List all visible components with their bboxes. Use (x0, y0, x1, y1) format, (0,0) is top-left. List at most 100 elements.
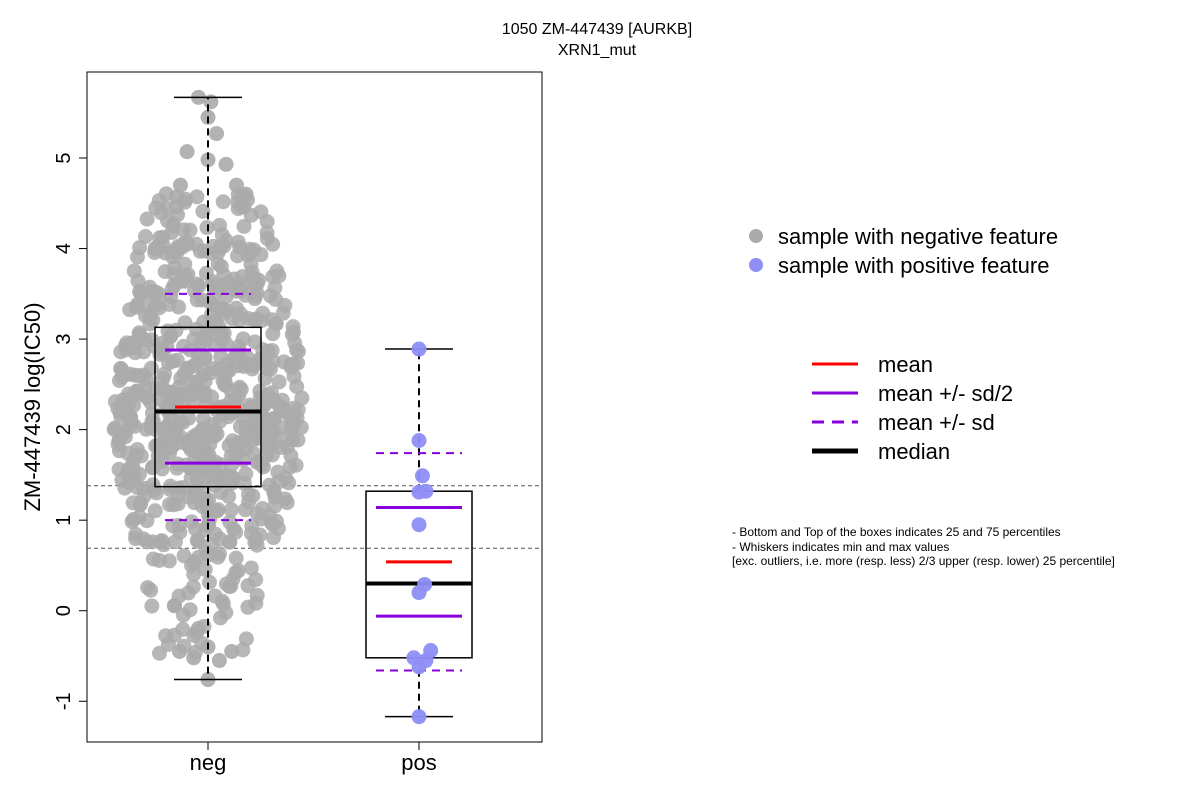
data-point-neg (283, 356, 299, 372)
data-point-neg (212, 239, 228, 255)
data-point-neg (222, 534, 238, 550)
data-point-neg (161, 553, 177, 569)
data-point-neg (246, 445, 262, 461)
data-point-neg (174, 480, 190, 496)
data-point-neg (177, 315, 193, 331)
legend-point-marker (749, 229, 763, 243)
data-point-neg (181, 410, 197, 426)
data-point-neg (186, 650, 202, 666)
data-point-neg (166, 598, 182, 614)
data-point-neg (179, 144, 195, 160)
data-point-pos (423, 643, 439, 659)
data-point-neg (156, 537, 172, 553)
data-point-neg (186, 627, 202, 643)
data-point-neg (212, 413, 228, 429)
data-point-neg (222, 514, 238, 530)
data-point-neg (182, 222, 198, 238)
data-point-neg (240, 578, 256, 594)
y-axis-label: ZM-447439 log(IC50) (20, 302, 45, 511)
data-point-pos (411, 709, 427, 725)
data-point-neg (280, 439, 296, 455)
data-point-neg (264, 447, 280, 463)
data-point-neg (288, 457, 304, 473)
data-point-neg (114, 427, 130, 443)
chart-subtitle: XRN1_mut (558, 42, 637, 59)
data-point-neg (169, 189, 185, 205)
data-point-neg (153, 391, 169, 407)
data-point-neg (152, 347, 168, 363)
data-point-neg (186, 495, 202, 511)
data-point-pos (414, 468, 430, 484)
data-point-neg (140, 580, 156, 596)
data-point-neg (230, 358, 246, 374)
data-point-neg (150, 239, 166, 255)
data-point-neg (128, 526, 144, 542)
note-line: - Bottom and Top of the boxes indicates … (732, 525, 1061, 539)
data-point-neg (247, 334, 263, 350)
data-point-neg (186, 554, 202, 570)
data-point-neg (240, 310, 256, 326)
data-point-neg (166, 627, 182, 643)
data-point-neg (243, 525, 259, 541)
data-point-neg (207, 588, 223, 604)
data-point-neg (142, 306, 158, 322)
data-point-neg (153, 205, 169, 221)
data-point-neg (163, 440, 179, 456)
data-point-neg (182, 602, 198, 618)
legend-point-marker (749, 258, 763, 272)
data-point-neg (151, 645, 167, 661)
data-point-neg (235, 434, 251, 450)
data-point-neg (251, 411, 267, 427)
data-point-neg (131, 466, 147, 482)
x-tick-label: neg (190, 750, 227, 775)
data-point-neg (171, 299, 187, 315)
data-point-neg (271, 374, 287, 390)
data-point-neg (139, 534, 155, 550)
data-point-neg (235, 331, 251, 347)
data-point-neg (165, 518, 181, 534)
data-point-neg (275, 305, 291, 321)
data-point-neg (122, 366, 138, 382)
data-point-neg (264, 426, 280, 442)
note-line: - Whiskers indicates min and max values (732, 539, 950, 554)
data-point-neg (230, 201, 246, 217)
data-point-pos (411, 433, 427, 448)
legend-line-label: mean +/- sd (878, 410, 995, 435)
data-point-neg (243, 207, 259, 223)
data-point-neg (201, 574, 217, 590)
data-point-neg (289, 378, 305, 394)
data-point-neg (267, 489, 283, 505)
data-point-neg (247, 291, 263, 307)
data-point-neg (236, 218, 252, 234)
data-point-neg (116, 395, 132, 411)
data-point-neg (173, 370, 189, 386)
box-pos (365, 490, 473, 659)
data-point-neg (165, 249, 181, 265)
data-point-neg (255, 459, 271, 475)
data-point-neg (139, 211, 155, 227)
data-point-neg (145, 551, 161, 567)
data-point-neg (233, 283, 249, 299)
data-point-neg (172, 177, 188, 193)
data-point-pos (411, 585, 427, 601)
data-point-neg (167, 534, 183, 550)
data-point-neg (133, 495, 149, 511)
data-point-neg (230, 563, 246, 579)
data-point-pos (411, 341, 427, 357)
data-point-neg (224, 311, 240, 327)
data-point-neg (268, 291, 284, 307)
legend: sample with negative feature sample with … (749, 224, 1058, 464)
data-point-neg (228, 550, 244, 566)
data-point-neg (264, 312, 280, 328)
data-point-neg (189, 276, 205, 292)
data-point-neg (218, 156, 234, 172)
y-tick-label: 1 (53, 515, 75, 526)
data-point-neg (128, 299, 144, 315)
data-point-neg (185, 579, 201, 595)
data-point-neg (179, 236, 195, 252)
box-neg (154, 326, 262, 488)
data-point-neg (262, 412, 278, 428)
data-point-neg (155, 421, 171, 437)
data-point-neg (111, 461, 127, 477)
